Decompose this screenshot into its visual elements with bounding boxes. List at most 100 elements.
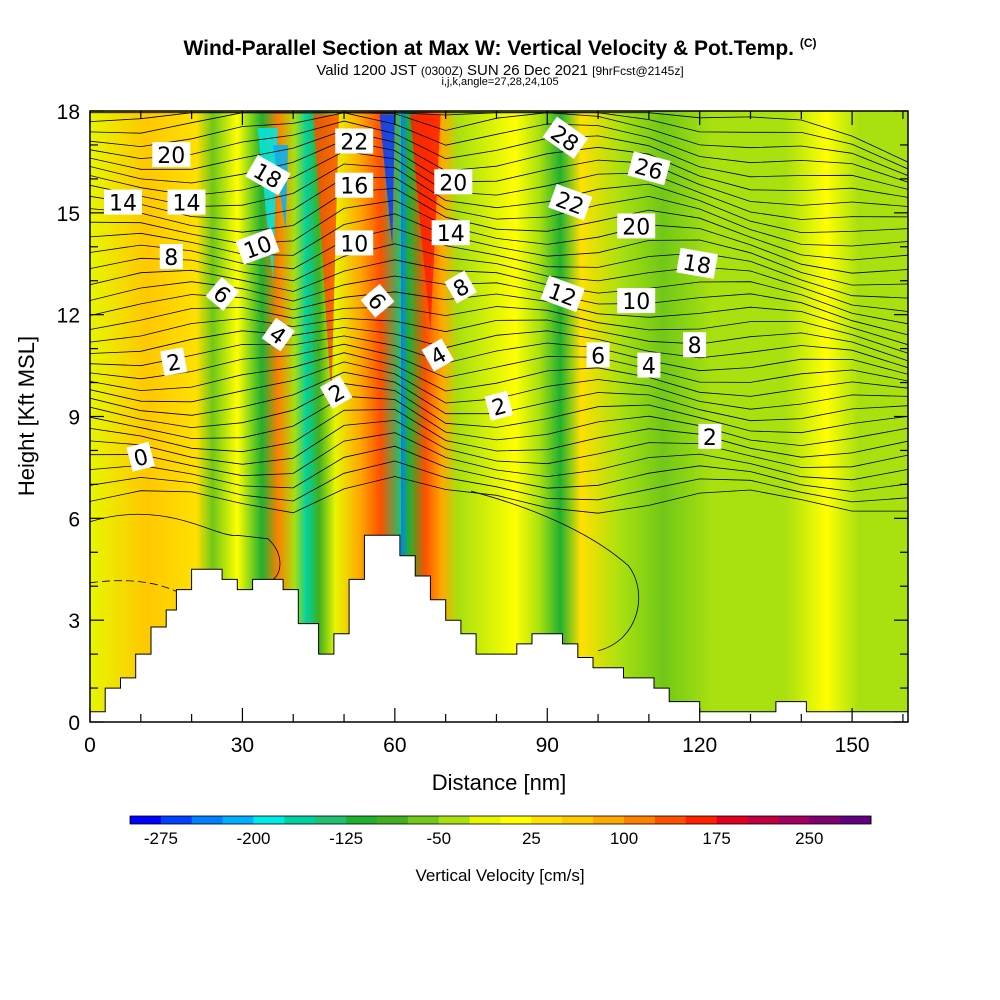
title-tag: (C) (799, 36, 817, 50)
theta-label: 10 (617, 288, 656, 315)
colorbar-swatch (716, 816, 749, 824)
theta-label-box (617, 213, 656, 239)
theta-contour-line (90, 408, 908, 458)
y-tick-label: 18 (57, 101, 80, 124)
theta-contour-line (90, 213, 908, 286)
y-tick-label: 12 (57, 305, 80, 328)
theta-contour-line (90, 513, 281, 580)
colorbar-swatch (809, 816, 841, 824)
theta-label: 18 (676, 247, 719, 280)
theta-label-text: 10 (340, 232, 368, 257)
theta-contour-line (90, 163, 908, 234)
theta-contour-line (90, 395, 908, 447)
theta-label-text: 10 (622, 290, 650, 315)
theta-label-box (627, 151, 671, 186)
y-axis-label: Height [Kft MSL] (14, 336, 39, 496)
theta-contour-line (90, 120, 908, 190)
x-axis-label: Distance [nm] (432, 770, 567, 795)
theta-label-text: 18 (681, 251, 713, 280)
theta-label: 4 (637, 352, 661, 380)
colorbar-swatch (562, 816, 594, 824)
theta-label-box (637, 352, 661, 378)
theta-label: 20 (152, 142, 191, 169)
colorbar-tick-label: 100 (610, 829, 638, 848)
colorbar-swatch (469, 816, 502, 824)
colorbar-tick-label: 250 (795, 829, 823, 848)
theta-label-text: 14 (173, 192, 201, 217)
theta-label-box (205, 276, 240, 311)
colorbar-swatch (160, 816, 193, 824)
x-tick-label: 150 (835, 734, 870, 757)
theta-label-box (586, 342, 610, 368)
subtitle-forecast: [9hrFcst@2145z] (592, 64, 684, 78)
x-tick-label: 90 (536, 734, 559, 757)
theta-label-box (335, 230, 374, 256)
colorbar-swatch (778, 816, 810, 824)
theta-label-box (431, 220, 470, 246)
theta-label: 14 (167, 189, 206, 217)
theta-label-text: 8 (688, 334, 702, 359)
colorbar-swatch (346, 816, 378, 824)
subtitle-date: SUN 26 Dec 2021 (467, 62, 588, 79)
theta-label-box (235, 228, 280, 265)
theta-label-text: 20 (439, 171, 467, 196)
velocity-streak (379, 114, 395, 247)
theta-contour-line (90, 139, 908, 207)
theta-label: 10 (235, 228, 280, 265)
title-main-text: Wind-Parallel Section at Max W: Vertical… (183, 37, 794, 60)
theta-label-text: 22 (340, 131, 368, 156)
theta-label-text: 2 (489, 394, 509, 422)
y-tick-label: 6 (68, 508, 80, 531)
theta-contour-line (90, 327, 908, 369)
theta-contour-line (90, 199, 908, 274)
x-tick-label: 60 (383, 734, 406, 757)
theta-label-text: 2 (703, 426, 717, 451)
theta-label-box (335, 128, 374, 154)
theta-contour-line (90, 243, 908, 312)
theta-contour-line (90, 343, 908, 383)
theta-label-text: 4 (642, 355, 656, 380)
theta-label-text: 14 (109, 192, 137, 217)
theta-label-box (335, 172, 374, 198)
colorbar-swatch (624, 816, 656, 824)
theta-contour-line (470, 490, 640, 652)
theta-label-box (245, 154, 291, 196)
theta-label-text: 20 (622, 215, 650, 240)
colorbar-tick-label: -275 (144, 829, 178, 848)
colorbar-swatch (840, 816, 872, 824)
theta-label: 2 (484, 390, 514, 422)
theta-label-box (319, 375, 353, 409)
theta-contour-line (90, 259, 908, 325)
colorbar-swatch (747, 816, 779, 824)
theta-contour-line (90, 129, 908, 198)
theta-label-text: 6 (591, 344, 605, 369)
theta-label: 2 (160, 347, 188, 377)
theta-label: 8 (683, 332, 707, 359)
theta-contour-line (90, 476, 908, 514)
velocity-streak (313, 114, 339, 400)
theta-label-box (434, 169, 473, 195)
chart-subtitle: Valid 1200 JST (0300Z) SUN 26 Dec 2021 [… (0, 62, 1000, 79)
colorbar-swatch (438, 816, 471, 824)
chart-params: i,j,k,angle=27,28,24,105 (441, 76, 559, 88)
theta-label-text: 2 (165, 350, 183, 377)
theta-label: 0 (126, 441, 156, 473)
colorbar-swatch (531, 816, 563, 824)
y-tick-label: 15 (57, 203, 80, 226)
y-tick-label: 9 (68, 407, 80, 430)
y-tick-labels: 0 3 6 9 12 15 18 (57, 101, 80, 735)
theta-label-box (617, 288, 656, 314)
x-tick-label: 120 (682, 734, 717, 757)
colorbar-swatch (222, 816, 255, 824)
colorbar-swatch (315, 816, 347, 824)
theta-label: 14 (104, 189, 142, 217)
theta-label-box (540, 275, 585, 313)
theta-label-box (542, 116, 589, 159)
colorbar-swatch (253, 816, 285, 824)
colorbar-swatch (500, 816, 532, 824)
axis-ticks (89, 110, 908, 723)
theta-contour-line (90, 445, 908, 492)
theta-label-box (698, 423, 722, 449)
